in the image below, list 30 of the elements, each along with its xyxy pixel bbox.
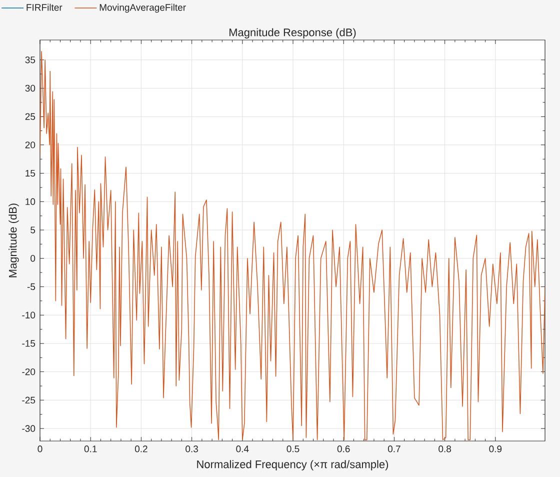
y-tick-label: 15 bbox=[26, 170, 36, 177]
y-tick-label: -25 bbox=[22, 396, 36, 404]
y-tick-label: 0 bbox=[30, 255, 36, 262]
x-tick-label: 0.3 bbox=[186, 446, 198, 452]
chart-title: Magnitude Response (dB) bbox=[230, 28, 356, 38]
x-tick-label: 0.5 bbox=[286, 446, 300, 452]
x-axis-title: Normalized Frequency (×π rad/sample) bbox=[197, 460, 388, 470]
y-tick-label: 5 bbox=[30, 226, 36, 234]
x-tick-label: 0.9 bbox=[489, 446, 502, 452]
legend-label: MovingAverageFilter bbox=[100, 4, 186, 13]
x-tick-label: 0.2 bbox=[134, 446, 148, 452]
line-series bbox=[40, 50, 546, 440]
x-tick-label: 0.8 bbox=[438, 446, 452, 452]
x-tick-label: 0.1 bbox=[84, 446, 97, 452]
x-tick-label: 0.7 bbox=[388, 446, 400, 452]
y-tick-label: -10 bbox=[22, 312, 36, 318]
y-tick-label: -20 bbox=[22, 368, 36, 376]
y-tick-label: 30 bbox=[25, 84, 36, 92]
x-tick-label: 0 bbox=[38, 446, 42, 452]
x-tick-label: 0.4 bbox=[236, 446, 249, 452]
x-tick-label: 0.6 bbox=[337, 446, 350, 452]
y-tick-label: 25 bbox=[25, 113, 36, 120]
y-tick-label: 35 bbox=[25, 56, 36, 64]
y-tick-label: 10 bbox=[26, 198, 36, 206]
y-tick-label: 20 bbox=[25, 142, 36, 148]
y-tick-label: -5 bbox=[27, 283, 36, 290]
y-axis-title: Magnitude (dB) bbox=[8, 204, 19, 278]
y-tick-label: -30 bbox=[22, 425, 36, 432]
y-tick-label: -15 bbox=[22, 340, 36, 347]
legend-label: FIRFilter bbox=[26, 4, 62, 11]
